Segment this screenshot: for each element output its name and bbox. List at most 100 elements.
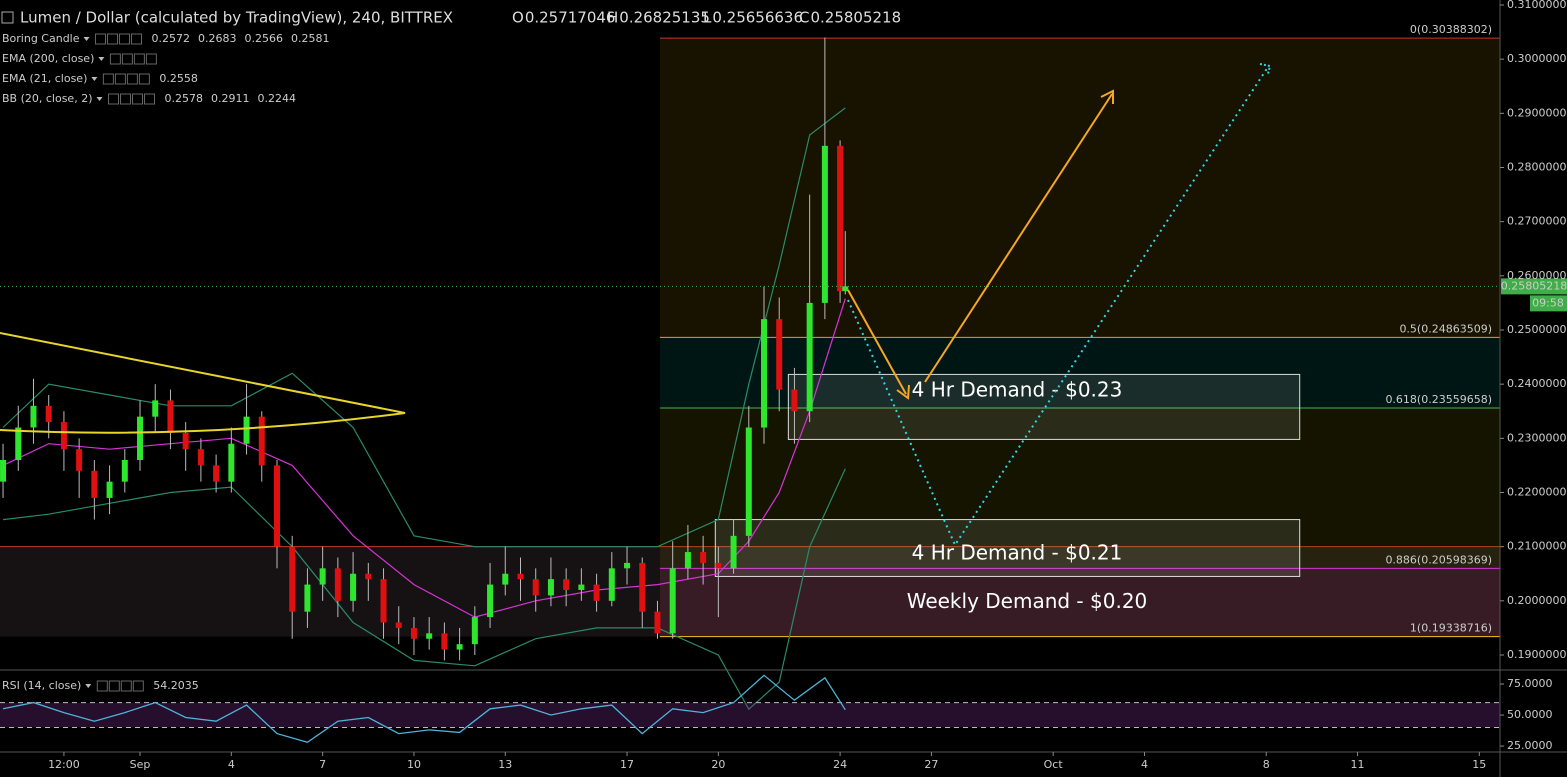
x-tick-label: Oct <box>1044 758 1064 771</box>
candle-body <box>228 443 235 482</box>
x-tick-label: 8 <box>1263 758 1270 771</box>
candle-body <box>137 416 144 460</box>
collapse-icon[interactable] <box>1 11 14 24</box>
x-tick-label: 10 <box>407 758 421 771</box>
candle-body <box>624 562 631 569</box>
candle-body <box>426 633 433 639</box>
candle-body <box>745 427 752 536</box>
legend-icon[interactable] <box>144 93 155 105</box>
candle-body <box>502 573 509 585</box>
candle-body <box>350 573 357 601</box>
legend-icon[interactable] <box>96 680 108 692</box>
candle-body <box>182 432 189 450</box>
x-tick-label: Sep <box>130 758 151 771</box>
legend-name: EMA (21, close) <box>2 72 87 85</box>
candle-body <box>30 405 37 428</box>
y-tick-label: 0.19000000 <box>1507 648 1567 661</box>
x-tick-label: 13 <box>498 758 512 771</box>
candle-body <box>273 465 280 547</box>
projection-path <box>847 66 1269 548</box>
ohlc-letter: L <box>703 9 712 27</box>
candle-body <box>684 552 691 569</box>
ohlc-letter: H <box>607 9 618 27</box>
candle-body <box>608 568 615 601</box>
candle-body <box>91 470 98 498</box>
x-tick-label: 24 <box>833 758 847 771</box>
legend-caret <box>98 57 105 61</box>
candle-body <box>441 633 448 650</box>
legend-icon[interactable] <box>114 73 126 85</box>
legend-icon[interactable] <box>119 33 131 45</box>
y-tick-label: 0.22000000 <box>1507 485 1567 498</box>
fib-band <box>659 568 1500 637</box>
legend-icon[interactable] <box>108 93 119 105</box>
legend-icon[interactable] <box>107 33 119 45</box>
legend-name: RSI (14, close) <box>2 679 81 692</box>
candle-body <box>15 427 22 460</box>
x-tick-label: 15 <box>1472 758 1486 771</box>
timer-label: 09:58 <box>1532 296 1564 309</box>
candle-body <box>654 611 661 634</box>
legend-name: Boring Candle <box>2 32 80 45</box>
fib-label: 0.886(0.20598369) <box>1385 553 1492 566</box>
candle-body <box>319 568 326 585</box>
fib-label: 0.618(0.23559658) <box>1385 393 1492 406</box>
legend-icon[interactable] <box>145 53 157 65</box>
legend-icon[interactable] <box>102 73 114 85</box>
legend-caret <box>96 97 103 101</box>
candle-body <box>213 465 220 482</box>
legend-icon[interactable] <box>132 680 144 692</box>
candle-body <box>837 145 844 292</box>
legend-icon[interactable] <box>120 680 132 692</box>
candle-body <box>761 319 768 428</box>
x-tick-label: 27 <box>924 758 938 771</box>
legend-caret <box>83 37 90 41</box>
legend-icon[interactable] <box>133 53 145 65</box>
candle-body <box>563 579 570 590</box>
candle-body <box>517 573 524 580</box>
rsi-tick-label: 75.0000 <box>1507 677 1553 690</box>
ohlc-value: 0.26825135 <box>619 9 710 27</box>
legend-icon[interactable] <box>132 93 143 105</box>
y-tick-label: 0.27000000 <box>1507 215 1567 228</box>
zone-label: 4 Hr Demand - $0.23 <box>912 377 1123 401</box>
candle-body <box>842 286 849 292</box>
rsi-tick-label: 50.0000 <box>1507 708 1553 721</box>
legend-value: 0.2683 <box>198 32 237 45</box>
legend-icon[interactable] <box>109 53 121 65</box>
legend-icon[interactable] <box>108 680 120 692</box>
y-tick-label: 0.29000000 <box>1507 106 1567 119</box>
arrow-head <box>896 384 910 400</box>
candle-body <box>593 584 600 601</box>
ohlc-value: 0.25805218 <box>810 9 901 27</box>
legend-icon[interactable] <box>138 73 150 85</box>
candle-body <box>487 584 494 618</box>
candle-body <box>304 584 311 612</box>
y-tick-label: 0.26000000 <box>1507 269 1567 282</box>
fib-label: 0(0.30388302) <box>1410 23 1492 36</box>
legend-icon[interactable] <box>121 53 133 65</box>
y-tick-label: 0.25000000 <box>1507 323 1567 336</box>
legend-icon[interactable] <box>131 33 143 45</box>
ohlc-value: 0.25656636 <box>712 9 803 27</box>
legend-icon[interactable] <box>95 33 107 45</box>
legend-icon[interactable] <box>126 73 138 85</box>
candle-body <box>700 552 707 563</box>
candle-body <box>547 579 554 596</box>
price-tag <box>1501 278 1567 295</box>
candle-body <box>532 579 539 596</box>
rsi-line <box>2 674 846 744</box>
candle-body <box>45 405 52 423</box>
x-tick-label: 4 <box>228 758 235 771</box>
candle-body <box>152 400 159 417</box>
x-tick-label: 17 <box>620 758 634 771</box>
demand-zone <box>714 519 1301 577</box>
candle-body <box>791 389 798 412</box>
candle-body <box>456 644 463 650</box>
legend-caret <box>85 684 92 688</box>
legend-icon[interactable] <box>120 93 131 105</box>
y-tick-label: 0.30000000 <box>1507 52 1567 65</box>
arrow-head <box>1100 89 1114 104</box>
